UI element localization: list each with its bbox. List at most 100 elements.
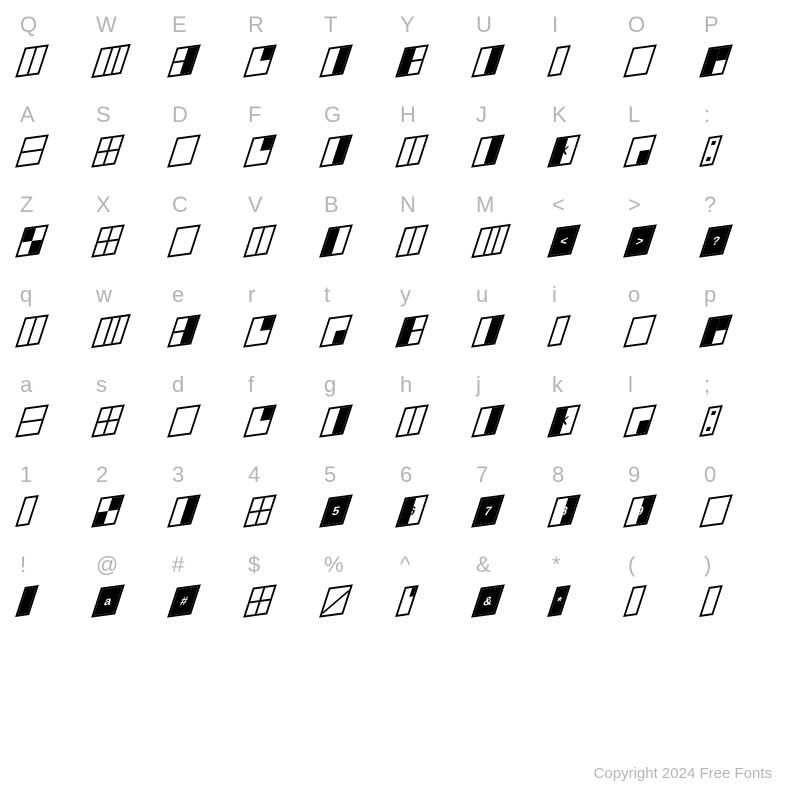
char-cell: g — [324, 370, 400, 452]
char-label: N — [400, 190, 416, 220]
char-cell: N — [400, 190, 476, 272]
char-label: a — [20, 370, 32, 400]
char-glyph — [13, 128, 51, 173]
char-label: B — [324, 190, 339, 220]
char-cell: 0 — [704, 460, 780, 542]
char-label: s — [96, 370, 107, 400]
char-cell: t — [324, 280, 400, 362]
char-cell: u — [476, 280, 552, 362]
char-label: L — [628, 100, 640, 130]
char-cell: KK — [552, 100, 628, 182]
char-label: % — [324, 550, 344, 580]
char-label: ( — [628, 550, 635, 580]
char-cell: f — [248, 370, 324, 452]
char-cell: 4 — [248, 460, 324, 542]
char-label: 3 — [172, 460, 184, 490]
copyright-text: Copyright 2024 Free Fonts — [594, 765, 772, 782]
char-cell: a — [20, 370, 96, 452]
char-label: D — [172, 100, 188, 130]
char-cell: p — [704, 280, 780, 362]
char-cell: : — [704, 100, 780, 182]
char-glyph — [13, 579, 41, 623]
char-label: h — [400, 370, 412, 400]
char-cell: T — [324, 10, 400, 92]
char-cell: 77 — [476, 460, 552, 542]
char-glyph — [89, 308, 133, 354]
char-label: f — [248, 370, 254, 400]
char-cell: 2 — [96, 460, 172, 542]
char-label: C — [172, 190, 188, 220]
char-label: ^ — [400, 550, 410, 580]
char-label: 8 — [552, 460, 564, 490]
char-label: S — [96, 100, 111, 130]
char-cell: ## — [172, 550, 248, 632]
char-cell: 88 — [552, 460, 628, 542]
char-cell: Q — [20, 10, 96, 92]
char-cell: i — [552, 280, 628, 362]
char-cell: ?? — [704, 190, 780, 272]
char-glyph — [13, 218, 51, 263]
char-cell: 1 — [20, 460, 96, 542]
char-cell: D — [172, 100, 248, 182]
char-cell: I — [552, 10, 628, 92]
char-cell: Z — [20, 190, 96, 272]
char-label: u — [476, 280, 488, 310]
char-cell: r — [248, 280, 324, 362]
char-label: < — [552, 190, 565, 220]
char-cell: J — [476, 100, 552, 182]
char-cell: >> — [628, 190, 704, 272]
char-cell: kK — [552, 370, 628, 452]
char-label: q — [20, 280, 32, 310]
char-label: P — [704, 10, 719, 40]
char-cell: V — [248, 190, 324, 272]
char-cell: @a — [96, 550, 172, 632]
char-label: 1 — [20, 460, 32, 490]
char-cell: l — [628, 370, 704, 452]
char-glyph — [13, 489, 41, 533]
char-cell: W — [96, 10, 172, 92]
char-cell: U — [476, 10, 552, 92]
char-cell: ) — [704, 550, 780, 632]
char-cell: R — [248, 10, 324, 92]
char-label: ) — [704, 550, 711, 580]
char-cell: d — [172, 370, 248, 452]
char-label: Q — [20, 10, 37, 40]
char-glyph — [13, 308, 51, 353]
char-label: ? — [704, 190, 716, 220]
char-label: F — [248, 100, 261, 130]
char-glyph — [89, 38, 133, 84]
char-label: W — [96, 10, 117, 40]
char-label: o — [628, 280, 640, 310]
char-label: l — [628, 370, 633, 400]
char-label: G — [324, 100, 341, 130]
char-cell: O — [628, 10, 704, 92]
char-label: A — [20, 100, 35, 130]
char-label: w — [96, 280, 112, 310]
char-label: g — [324, 370, 336, 400]
char-label: j — [476, 370, 481, 400]
char-label: E — [172, 10, 187, 40]
char-cell: 99 — [628, 460, 704, 542]
char-cell: && — [476, 550, 552, 632]
char-label: 6 — [400, 460, 412, 490]
char-cell: M — [476, 190, 552, 272]
char-label: 7 — [476, 460, 488, 490]
char-label: Z — [20, 190, 33, 220]
char-label: R — [248, 10, 264, 40]
char-glyph — [469, 218, 513, 264]
char-cell: q — [20, 280, 96, 362]
char-label: ! — [20, 550, 26, 580]
char-cell: L — [628, 100, 704, 182]
char-label: T — [324, 10, 337, 40]
char-label: Y — [400, 10, 415, 40]
char-label: e — [172, 280, 184, 310]
char-label: i — [552, 280, 557, 310]
char-cell: % — [324, 550, 400, 632]
char-label: H — [400, 100, 416, 130]
char-label: # — [172, 550, 184, 580]
char-label: K — [552, 100, 567, 130]
char-label: : — [704, 100, 710, 130]
char-cell: P — [704, 10, 780, 92]
char-label: $ — [248, 550, 260, 580]
char-cell: e — [172, 280, 248, 362]
